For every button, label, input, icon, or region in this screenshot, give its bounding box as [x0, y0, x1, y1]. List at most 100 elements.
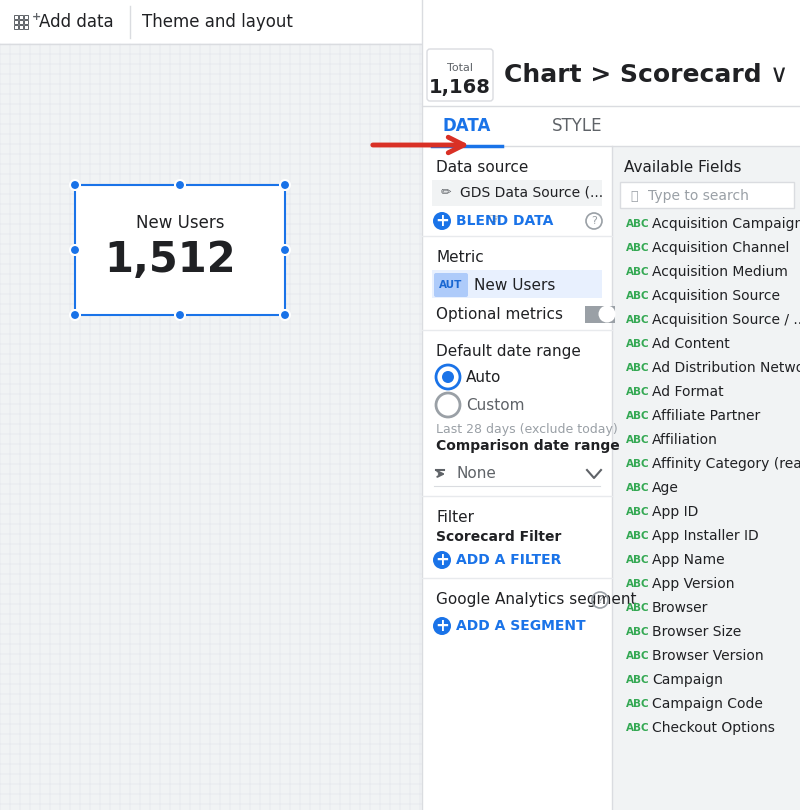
Circle shape [280, 310, 290, 320]
Bar [432, 180, 602, 206]
Text: ABC: ABC [626, 291, 650, 301]
Text: Browser Version: Browser Version [652, 649, 764, 663]
Text: Comparison date range: Comparison date range [436, 439, 620, 453]
Text: Campaign: Campaign [652, 673, 723, 687]
Text: ABC: ABC [626, 459, 650, 469]
Circle shape [70, 310, 80, 320]
Text: ABC: ABC [626, 243, 650, 253]
Bar [19, 25, 23, 29]
Text: ABC: ABC [626, 267, 650, 277]
Text: ABC: ABC [626, 435, 650, 445]
Circle shape [433, 617, 451, 635]
Text: Default date range: Default date range [436, 344, 581, 359]
Text: STYLE: STYLE [552, 117, 602, 135]
Text: Filter: Filter [436, 510, 474, 525]
Bar [24, 25, 28, 29]
Text: ABC: ABC [626, 483, 650, 493]
Bar [14, 15, 18, 19]
Bar [14, 25, 18, 29]
Circle shape [436, 365, 460, 389]
Text: Ad Distribution Netwo...: Ad Distribution Netwo... [652, 361, 800, 375]
FancyBboxPatch shape [427, 49, 493, 101]
Text: New Users: New Users [136, 214, 224, 232]
Text: ABC: ABC [626, 531, 650, 541]
Circle shape [280, 180, 290, 190]
Circle shape [70, 180, 80, 190]
Text: +: + [32, 12, 42, 22]
Text: None: None [456, 467, 496, 481]
Text: App Installer ID: App Installer ID [652, 529, 758, 543]
Text: Browser Size: Browser Size [652, 625, 742, 639]
Text: App Name: App Name [652, 553, 725, 567]
Bar [19, 20, 23, 24]
Text: Acquisition Channel: Acquisition Channel [652, 241, 790, 255]
Text: Affiliation: Affiliation [652, 433, 718, 447]
FancyBboxPatch shape [585, 306, 615, 323]
Text: Ad Format: Ad Format [652, 385, 724, 399]
Bar [19, 15, 23, 19]
Text: ABC: ABC [626, 699, 650, 709]
Text: +: + [435, 212, 449, 230]
Text: ADD A SEGMENT: ADD A SEGMENT [456, 619, 586, 633]
Circle shape [175, 180, 185, 190]
Text: 1,512: 1,512 [104, 239, 236, 281]
Text: Type to search: Type to search [648, 189, 749, 203]
Text: Acquisition Campaign: Acquisition Campaign [652, 217, 800, 231]
Bar [0, 0, 800, 44]
Text: 1,168: 1,168 [429, 79, 491, 97]
Text: ?: ? [597, 595, 603, 605]
Circle shape [433, 212, 451, 230]
Text: ADD A FILTER: ADD A FILTER [456, 553, 562, 567]
Bar [75, 185, 285, 315]
Text: Google Analytics segment: Google Analytics segment [436, 592, 637, 607]
Text: Campaign Code: Campaign Code [652, 697, 763, 711]
Text: Theme and layout: Theme and layout [142, 13, 293, 31]
Text: ABC: ABC [626, 651, 650, 661]
Circle shape [598, 305, 615, 322]
Text: ABC: ABC [626, 675, 650, 685]
Bar [422, 0, 800, 810]
Text: +: + [435, 551, 449, 569]
Text: ABC: ABC [626, 411, 650, 421]
Text: App Version: App Version [652, 577, 734, 591]
Text: ABC: ABC [626, 603, 650, 613]
Text: Available Fields: Available Fields [624, 160, 742, 175]
Text: DATA: DATA [443, 117, 491, 135]
Text: ABC: ABC [626, 339, 650, 349]
Bar [0, 44, 422, 810]
Text: ?: ? [591, 216, 597, 226]
Text: Age: Age [652, 481, 679, 495]
FancyBboxPatch shape [434, 273, 468, 297]
Text: ABC: ABC [626, 627, 650, 637]
Bar [24, 20, 28, 24]
Text: AUT: AUT [439, 280, 462, 290]
Text: ABC: ABC [626, 579, 650, 589]
Circle shape [436, 393, 460, 417]
Text: +: + [435, 617, 449, 635]
Text: Data source: Data source [436, 160, 528, 175]
Text: Last 28 days (exclude today): Last 28 days (exclude today) [436, 424, 618, 437]
Text: ☞: ☞ [489, 211, 502, 225]
Text: ABC: ABC [626, 507, 650, 517]
Bar [24, 15, 28, 19]
Text: Ad Content: Ad Content [652, 337, 730, 351]
Text: Affinity Category (reac...: Affinity Category (reac... [652, 457, 800, 471]
Text: New Users: New Users [474, 278, 555, 292]
Text: ∨: ∨ [770, 63, 788, 87]
Circle shape [175, 310, 185, 320]
Circle shape [433, 551, 451, 569]
Circle shape [280, 245, 290, 255]
Text: BLEND DATA: BLEND DATA [456, 214, 554, 228]
Text: Affiliate Partner: Affiliate Partner [652, 409, 760, 423]
Text: 🔍: 🔍 [630, 190, 638, 202]
Text: Optional metrics: Optional metrics [436, 306, 563, 322]
Bar [432, 270, 602, 298]
Circle shape [442, 371, 454, 383]
Text: Custom: Custom [466, 398, 525, 412]
Text: Acquisition Source / ...: Acquisition Source / ... [652, 313, 800, 327]
Text: Add data: Add data [39, 13, 114, 31]
Bar [612, 146, 800, 810]
Text: ABC: ABC [626, 315, 650, 325]
Text: Acquisition Source: Acquisition Source [652, 289, 780, 303]
Text: Checkout Options: Checkout Options [652, 721, 775, 735]
